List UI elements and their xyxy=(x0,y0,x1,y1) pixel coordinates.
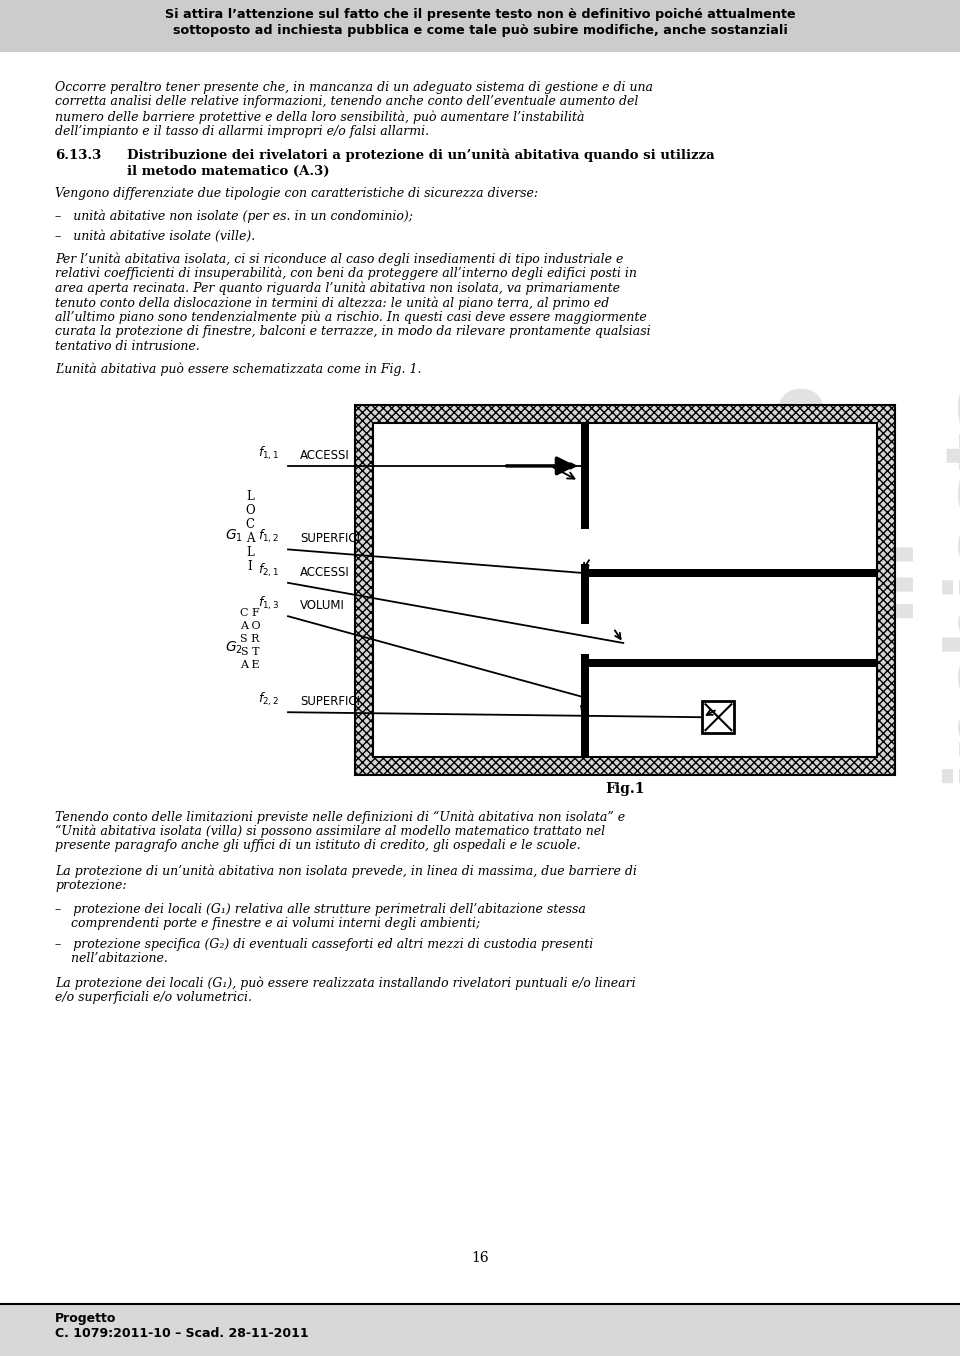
Text: ACCESSI: ACCESSI xyxy=(300,565,349,579)
Text: il metodo matematico (A.3): il metodo matematico (A.3) xyxy=(127,164,329,178)
Text: $f_{2,2}$: $f_{2,2}$ xyxy=(258,690,279,708)
Text: O: O xyxy=(245,503,254,517)
Text: $f_{1,2}$: $f_{1,2}$ xyxy=(258,527,279,545)
Text: La protezione dei locali (G₁), può essere realizzata installando rivelatori punt: La protezione dei locali (G₁), può esser… xyxy=(55,978,636,990)
Text: L: L xyxy=(246,545,253,559)
Text: Vengono differenziate due tipologie con caratteristiche di sicurezza diverse:: Vengono differenziate due tipologie con … xyxy=(55,187,539,199)
Text: –   unità abitative isolate (ville).: – unità abitative isolate (ville). xyxy=(55,231,255,243)
Text: comprendenti porte e finestre e ai volumi interni degli ambienti;: comprendenti porte e finestre e ai volum… xyxy=(55,918,480,930)
Bar xyxy=(588,568,877,576)
Text: nell’abitazione.: nell’abitazione. xyxy=(55,952,168,965)
Text: tentativo di intrusione.: tentativo di intrusione. xyxy=(55,339,200,353)
Text: SUPERFICI: SUPERFICI xyxy=(300,696,360,708)
Text: S R: S R xyxy=(240,633,260,644)
Text: 6.13.3: 6.13.3 xyxy=(55,149,101,161)
Text: Per l’unità abitativa isolata, ci si riconduce al caso degli insediamenti di tip: Per l’unità abitativa isolata, ci si ric… xyxy=(55,252,623,266)
Text: SUPERFICI: SUPERFICI xyxy=(300,533,360,545)
Bar xyxy=(581,423,588,757)
Text: area aperta recinata. Per quanto riguarda l’unità abitativa non isolata, va prim: area aperta recinata. Per quanto riguard… xyxy=(55,282,620,296)
Text: S T: S T xyxy=(241,647,259,656)
Text: dell’impianto e il tasso di allarmi impropri e/o falsi allarmi.: dell’impianto e il tasso di allarmi impr… xyxy=(55,125,429,137)
Text: numero delle barriere protettive e della loro sensibilità, può aumentare l’insta: numero delle barriere protettive e della… xyxy=(55,110,585,123)
Text: “Unità abitativa isolata (villa) si possono assimilare al modello matematico tra: “Unità abitativa isolata (villa) si poss… xyxy=(55,824,605,838)
Text: Tenendo conto delle limitazioni previste nelle definizioni di “Unità abitativa n: Tenendo conto delle limitazioni previste… xyxy=(55,811,625,824)
Text: corretta analisi delle relative informazioni, tenendo anche conto dell’eventuale: corretta analisi delle relative informaz… xyxy=(55,95,638,108)
Bar xyxy=(355,404,895,774)
Text: Si attira l’attenzione sul fatto che il presente testo non è definitivo poiché a: Si attira l’attenzione sul fatto che il … xyxy=(165,8,795,20)
Text: Progetto: Progetto xyxy=(55,1313,116,1325)
Text: curata la protezione di finestre, balconi e terrazze, in modo da rilevare pronta: curata la protezione di finestre, balcon… xyxy=(55,325,651,338)
Text: tenuto conto della dislocazione in termini di altezza: le unità al piano terra, : tenuto conto della dislocazione in termi… xyxy=(55,296,610,309)
Bar xyxy=(703,701,734,734)
Text: Fig.1: Fig.1 xyxy=(605,782,645,796)
Text: –   protezione specifica (G₂) di eventuali casseforti ed altri mezzi di custodia: – protezione specifica (G₂) di eventuali… xyxy=(55,938,593,951)
Text: Occorre peraltro tener presente che, in mancanza di un adeguato sistema di gesti: Occorre peraltro tener presente che, in … xyxy=(55,81,653,94)
Text: C F: C F xyxy=(240,607,260,617)
Text: e/o superficiali e/o volumetrici.: e/o superficiali e/o volumetrici. xyxy=(55,991,252,1005)
Text: Progetto
in
inchiesta
pubblica: Progetto in inchiesta pubblica xyxy=(756,369,960,782)
Text: $f_{1,3}$: $f_{1,3}$ xyxy=(258,595,279,612)
Text: L: L xyxy=(246,490,253,503)
Bar xyxy=(373,423,877,757)
Text: I: I xyxy=(248,560,252,572)
Text: sottoposto ad inchiesta pubblica e come tale può subire modifiche, anche sostanz: sottoposto ad inchiesta pubblica e come … xyxy=(173,24,787,37)
Bar xyxy=(580,624,589,654)
Text: relativi coefficienti di insuperabilità, con beni da proteggere all’interno degl: relativi coefficienti di insuperabilità,… xyxy=(55,267,636,281)
Text: protezione:: protezione: xyxy=(55,879,127,891)
Text: La protezione di un’unità abitativa non isolata prevede, in linea di massima, du: La protezione di un’unità abitativa non … xyxy=(55,864,636,877)
Text: L’unità abitativa può essere schematizzata come in Fig. 1.: L’unità abitativa può essere schematizza… xyxy=(55,362,421,376)
Bar xyxy=(588,659,877,667)
Text: ACCESSI: ACCESSI xyxy=(300,449,349,462)
Bar xyxy=(0,1304,960,1356)
Text: A E: A E xyxy=(240,659,260,670)
Text: all’ultimo piano sono tendenzialmente più a rischio. In questi casi deve essere : all’ultimo piano sono tendenzialmente pi… xyxy=(55,311,647,324)
Bar xyxy=(373,423,877,757)
Bar xyxy=(580,529,589,564)
Text: Distribuzione dei rivelatori a protezione di un’unità abitativa quando si utiliz: Distribuzione dei rivelatori a protezion… xyxy=(127,149,714,163)
Text: presente paragrafo anche gli uffici di un istituto di credito, gli ospedali e le: presente paragrafo anche gli uffici di u… xyxy=(55,839,581,853)
Text: $f_{2,1}$: $f_{2,1}$ xyxy=(258,561,279,579)
Text: –   unità abitative non isolate (per es. in un condominio);: – unità abitative non isolate (per es. i… xyxy=(55,209,413,222)
Text: $G_1$: $G_1$ xyxy=(225,527,243,544)
Text: $G_2$: $G_2$ xyxy=(225,639,243,656)
Text: A: A xyxy=(246,532,254,545)
Text: C. 1079:2011-10 – Scad. 28-11-2011: C. 1079:2011-10 – Scad. 28-11-2011 xyxy=(55,1328,308,1340)
Bar xyxy=(0,0,960,52)
Text: 16: 16 xyxy=(471,1252,489,1265)
Text: VOLUMI: VOLUMI xyxy=(300,599,345,612)
Text: $f_{1,1}$: $f_{1,1}$ xyxy=(258,445,279,462)
Text: –   protezione dei locali (G₁) relativa alle strutture perimetrali dell’abitazio: – protezione dei locali (G₁) relativa al… xyxy=(55,903,586,917)
Text: A O: A O xyxy=(240,621,260,631)
Text: C: C xyxy=(246,518,254,530)
